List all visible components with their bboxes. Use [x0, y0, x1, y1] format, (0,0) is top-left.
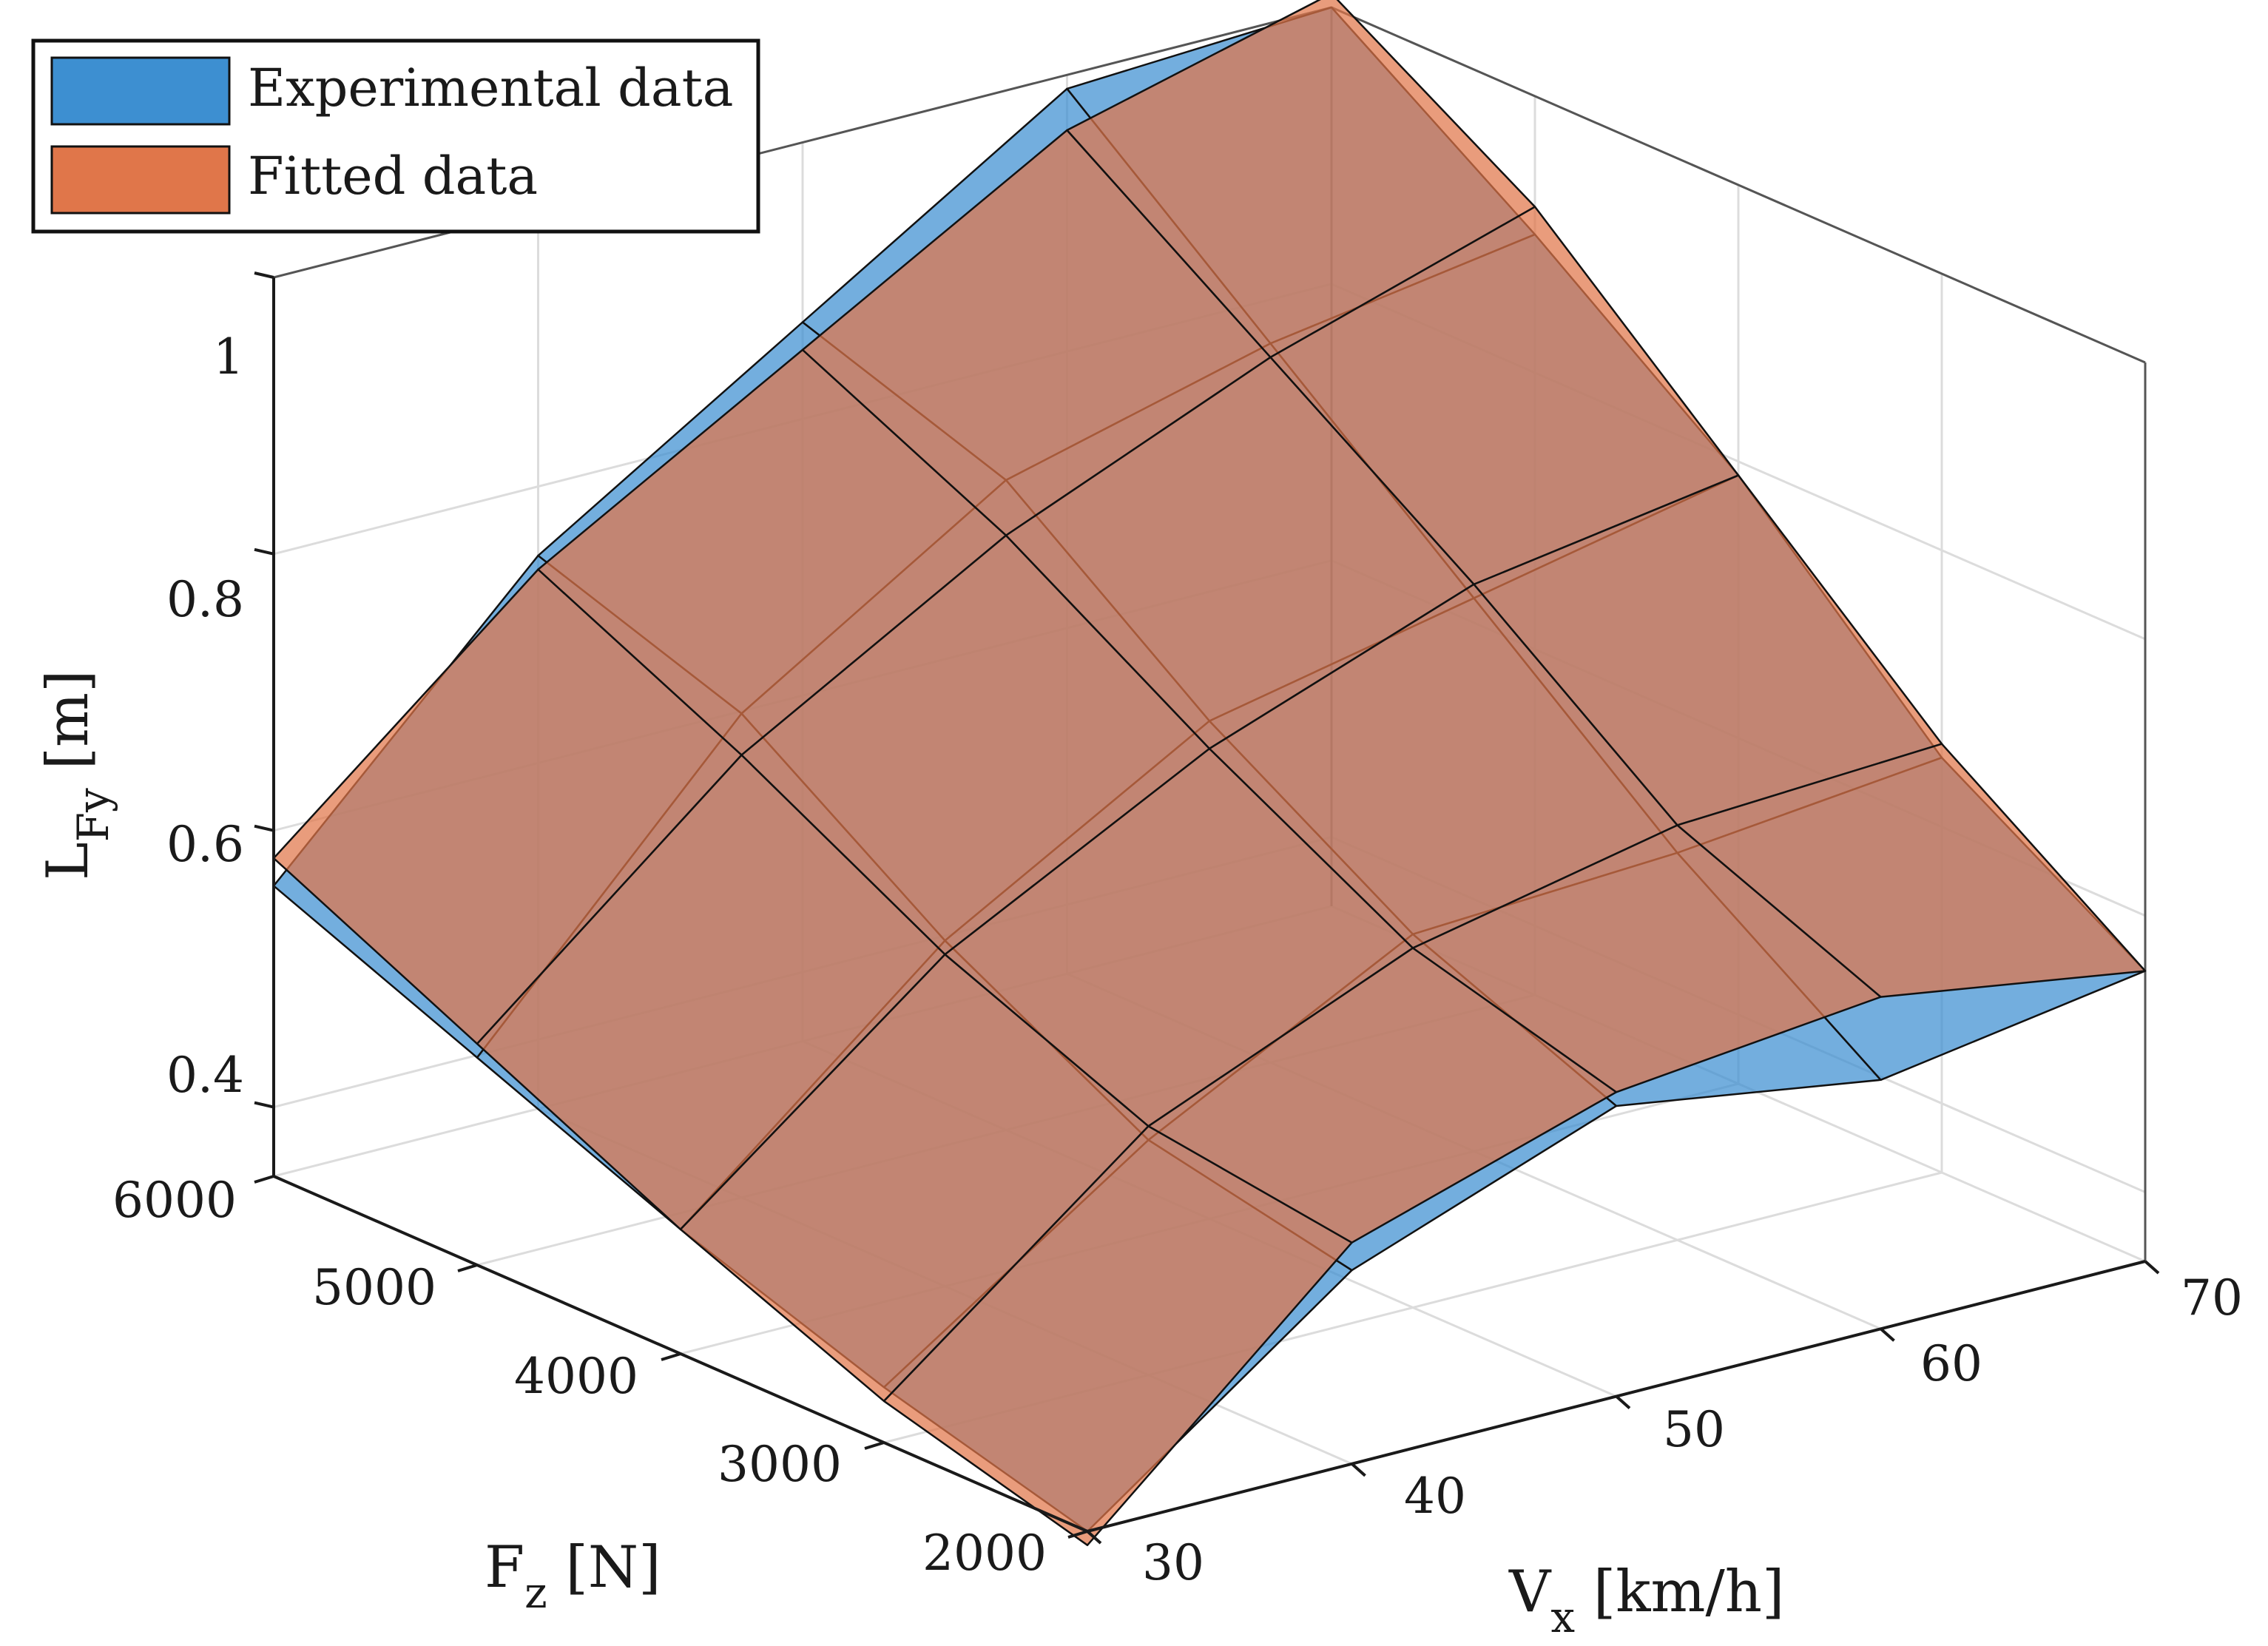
x-tick	[1880, 1327, 1895, 1342]
z-tick-label: 0.4	[166, 1047, 244, 1104]
x-tick-label: 50	[1663, 1401, 1725, 1458]
x-tick	[1086, 1530, 1102, 1545]
legend: Experimental data Fitted data	[31, 38, 760, 234]
box-edge	[1331, 6, 2146, 364]
z-tick	[254, 1101, 274, 1109]
legend-label-experimental: Experimental data	[248, 58, 733, 118]
legend-label-fitted: Fitted data	[248, 146, 538, 206]
z-tick	[254, 271, 274, 279]
x-tick-label: 30	[1142, 1534, 1204, 1591]
axes: 30 40 50 60 70 2000 3000 4000 5000 6000 …	[35, 271, 2243, 1642]
y-tick-label: 6000	[112, 1172, 237, 1229]
z-tick-label: 0.8	[166, 571, 244, 628]
z-tick	[254, 824, 274, 832]
x-tick	[1351, 1463, 1366, 1477]
x-tick-label: 70	[2181, 1269, 2243, 1326]
x-tick	[1615, 1395, 1631, 1409]
y-tick	[457, 1264, 478, 1272]
x-tick-label: 40	[1404, 1468, 1466, 1525]
z-tick-label: 1	[213, 328, 244, 385]
y-tick	[1067, 1530, 1088, 1539]
z-tick	[254, 547, 274, 556]
surface-fitted	[272, 0, 2147, 1546]
y-axis-label: Fz [N]	[485, 1534, 661, 1618]
z-tick-label: 0.6	[166, 816, 244, 873]
surface-plot	[272, 0, 2147, 1546]
x-tick-label: 60	[1920, 1335, 1982, 1392]
y-tick-label: 4000	[514, 1348, 638, 1405]
surface-patch	[1676, 743, 2147, 998]
y-tick-label: 5000	[312, 1259, 436, 1316]
z-axis-label: LFy [m]	[35, 670, 118, 880]
y-tick	[661, 1352, 681, 1361]
x-axis-label: Vx [km/h]	[1508, 1559, 1784, 1642]
y-tick	[254, 1175, 274, 1184]
legend-swatch-experimental	[50, 56, 231, 126]
legend-swatch-fitted	[50, 145, 231, 215]
y-tick-label: 3000	[718, 1436, 842, 1493]
y-tick-label: 2000	[922, 1525, 1047, 1582]
y-tick	[864, 1441, 885, 1450]
x-tick	[2144, 1260, 2160, 1275]
